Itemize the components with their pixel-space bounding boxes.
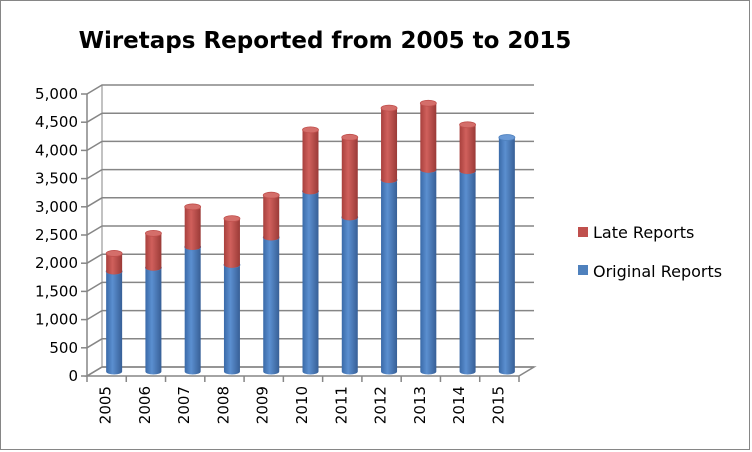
bar-group-2010 [302,126,319,375]
bar-cap [341,133,359,141]
bar-late-reports-2011 [341,137,358,221]
bar-group-2008 [223,215,241,375]
y-tick-label: 4,000 [35,141,78,159]
bar-cap [459,121,476,129]
x-tick-label: 2013 [411,386,429,424]
y-tick-label: 5,000 [35,85,78,103]
legend: Late Reports Original Reports [578,223,722,281]
bar-group-2013 [419,99,437,375]
bar-group-2011 [341,133,359,375]
bar-original-reports-2008 [223,264,240,375]
legend-swatch-original [578,265,588,275]
bar-original-reports-2007 [184,246,201,375]
bar-cap [380,104,398,112]
bar-group-2014 [459,121,476,375]
y-tick-label: 1,500 [35,282,78,300]
y-tick-label: 0 [68,367,78,385]
bar-original-reports-2013 [420,169,437,375]
chart-title: Wiretaps Reported from 2005 to 2015 [79,28,572,54]
bar-late-reports-2014 [459,124,476,175]
bar-cap [184,203,202,211]
bar-cap [498,134,516,141]
legend-label-original: Original Reports [593,262,722,281]
x-tick-label: 2005 [97,386,115,424]
x-tick-label: 2010 [293,386,311,424]
x-tick-label: 2006 [136,386,154,424]
x-tick-label: 2012 [372,386,390,424]
legend-label-late: Late Reports [593,223,694,242]
bar-cap [302,126,319,134]
x-tick-label: 2009 [254,386,272,424]
legend-swatch-late [578,227,588,237]
bar-group-2012 [380,104,398,375]
bar-cap [105,250,123,257]
bar-cap [223,215,241,222]
bar-original-reports-2006 [145,267,162,375]
y-tick-label: 3,000 [35,198,78,216]
bar-late-reports-2013 [420,103,437,173]
y-tick-label: 2,500 [35,226,78,244]
bar-cap [419,99,437,107]
bar-late-reports-2008 [223,218,240,268]
bar-cap [262,191,280,199]
x-tick-label: 2008 [214,386,232,424]
bar-late-reports-2007 [184,206,201,250]
y-tick-label: 3,500 [35,170,78,188]
x-tick-label: 2007 [175,386,193,424]
bar-original-reports-2011 [341,217,358,375]
gridline [86,112,534,123]
bar-original-reports-2014 [459,171,476,375]
bar-cap [145,229,162,237]
bar-group-2007 [184,203,202,375]
bar-group-2006 [145,229,162,375]
bar-original-reports-2012 [381,180,398,375]
x-tick-label: 2015 [489,386,507,424]
bar-original-reports-2005 [106,271,123,375]
y-tick-label: 500 [49,339,78,357]
bar-late-reports-2005 [106,253,123,275]
y-tick-label: 4,500 [35,113,78,131]
bar-original-reports-2009 [263,237,280,375]
y-tick-label: 2,000 [35,254,78,272]
bar-group-2005 [105,250,123,375]
bar-group-2015 [498,134,516,375]
bar-late-reports-2010 [302,129,319,195]
y-tick-label: 1,000 [35,311,78,329]
bar-group-2009 [262,191,280,375]
gridline [86,84,534,95]
bar-late-reports-2009 [263,195,280,241]
bar-original-reports-2010 [302,191,319,375]
bar-late-reports-2012 [381,108,398,184]
x-tick-label: 2014 [450,386,468,424]
x-tick-label: 2011 [332,386,350,424]
bar-original-reports-2015 [498,137,515,375]
bar-late-reports-2006 [145,233,162,271]
